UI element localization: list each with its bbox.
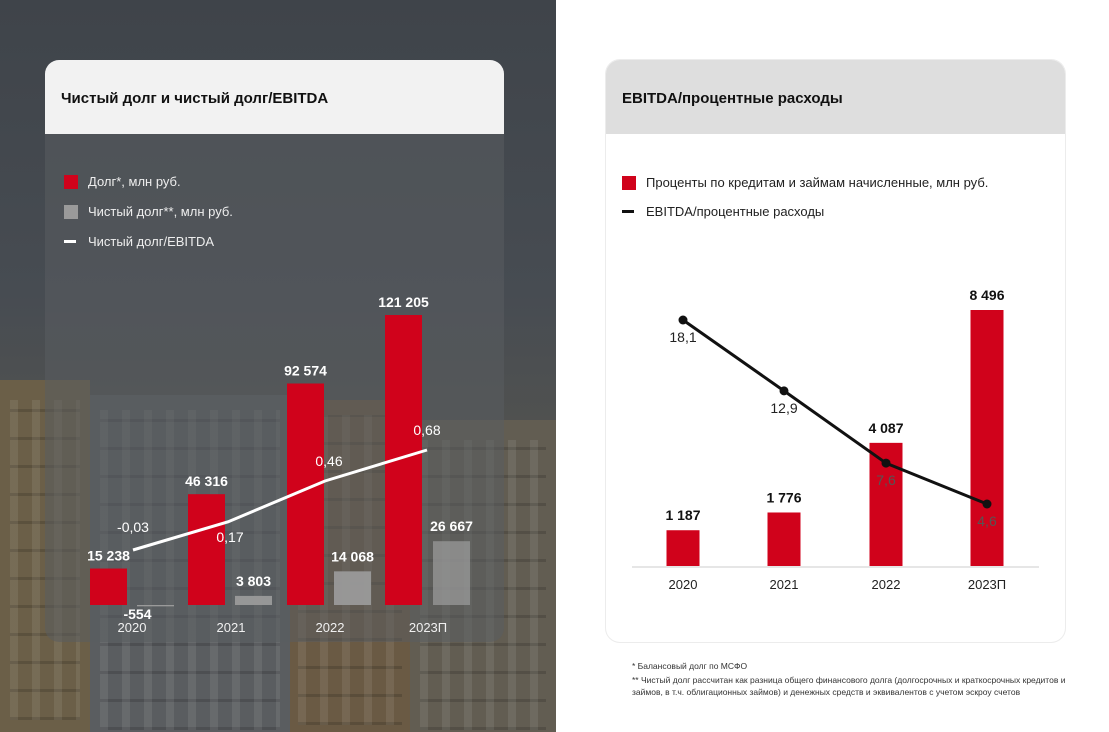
bar-label: 1 187 [665,507,700,523]
legend-label: Долг*, млн руб. [88,174,181,189]
bar-interest [970,310,1004,566]
legend-label: Чистый долг/EBITDA [88,234,215,249]
ratio-point [982,499,992,509]
ratio-label: 18,1 [669,329,696,345]
bar-label: 14 068 [331,548,374,564]
legend-swatch [64,174,78,189]
footnote: * Балансовый долг по МСФО [632,661,748,671]
x-tick-label: 2021 [770,577,799,592]
legend-label: Проценты по кредитам и займам начисленны… [646,175,989,190]
panel-header: EBITDA/процентные расходы [606,60,1065,134]
bar-label: 92 574 [284,363,327,379]
panel-title: Чистый долг и чистый долг/EBITDA [61,90,329,107]
x-tick-label: 2020 [118,620,147,635]
ratio-line [132,448,428,552]
legend-label: EBITDA/процентные расходы [646,204,825,219]
panel-title: EBITDA/процентные расходы [622,90,843,107]
ratio-label: 12,9 [770,400,797,416]
legend-item-ebitda-ratio: EBITDA/процентные расходы [622,204,824,219]
bar-label: 26 667 [430,518,473,534]
bar-label: 4 087 [868,420,903,436]
bar-label: -554 [123,606,151,622]
bar-label: 15 238 [87,548,130,564]
bar-net-debt [433,541,470,605]
bar-debt [188,494,225,605]
legend-item-interest: Проценты по кредитам и займам начисленны… [622,175,988,190]
footnotes: * Балансовый долг по МСФО ** Чистый долг… [632,660,1082,700]
bar-label: 121 205 [378,294,429,310]
bar-label: 46 316 [185,473,228,489]
bar-interest [767,512,801,566]
ratio-line [682,318,988,506]
bar-interest [666,530,700,566]
x-tick-label: 2022 [872,577,901,592]
legend-swatch [64,204,78,219]
legend-swatch [622,210,634,213]
x-tick-label: 2022 [316,620,345,635]
net-debt-panel: Чистый долг и чистый долг/EBITDA Долг*, … [45,60,504,642]
ratio-point [779,386,789,396]
x-tick-label: 2023П [968,577,1006,592]
bar-net-debt [334,571,371,605]
legend-swatch [622,175,636,190]
legend-item-net-debt: Чистый долг**, млн руб. [64,204,233,219]
bar-net-debt [137,605,174,607]
x-tick-label: 2023П [409,620,447,635]
ratio-point [678,315,688,325]
panel-header: Чистый долг и чистый долг/EBITDA [45,60,504,134]
x-tick-label: 2021 [217,620,246,635]
bar-label: 8 496 [969,287,1004,303]
x-tick-label: 2020 [669,577,698,592]
bar-debt [90,568,127,605]
ratio-label: 0,17 [216,529,243,545]
bar-net-debt [235,595,272,605]
legend-label: Чистый долг**, млн руб. [88,204,233,219]
footnote: ** Чистый долг рассчитан как разница общ… [632,675,1066,697]
ratio-label: 4,6 [977,513,997,529]
bar-label: 3 803 [236,573,271,589]
ratio-point [881,458,891,468]
ratio-label: 0,68 [413,422,440,438]
ratio-label: 7,6 [876,472,896,488]
ratio-label: 0,46 [315,453,342,469]
ratio-label: -0,03 [117,519,149,535]
bar-label: 1 776 [766,489,801,505]
ebitda-interest-chart: 1 187 2020 1 776 2021 4 087 2022 8 496 2023П 18,… [632,287,1039,592]
legend-swatch [64,240,76,243]
legend-item-ratio: Чистый долг/EBITDA [64,234,214,249]
legend-item-debt: Долг*, млн руб. [64,174,181,189]
